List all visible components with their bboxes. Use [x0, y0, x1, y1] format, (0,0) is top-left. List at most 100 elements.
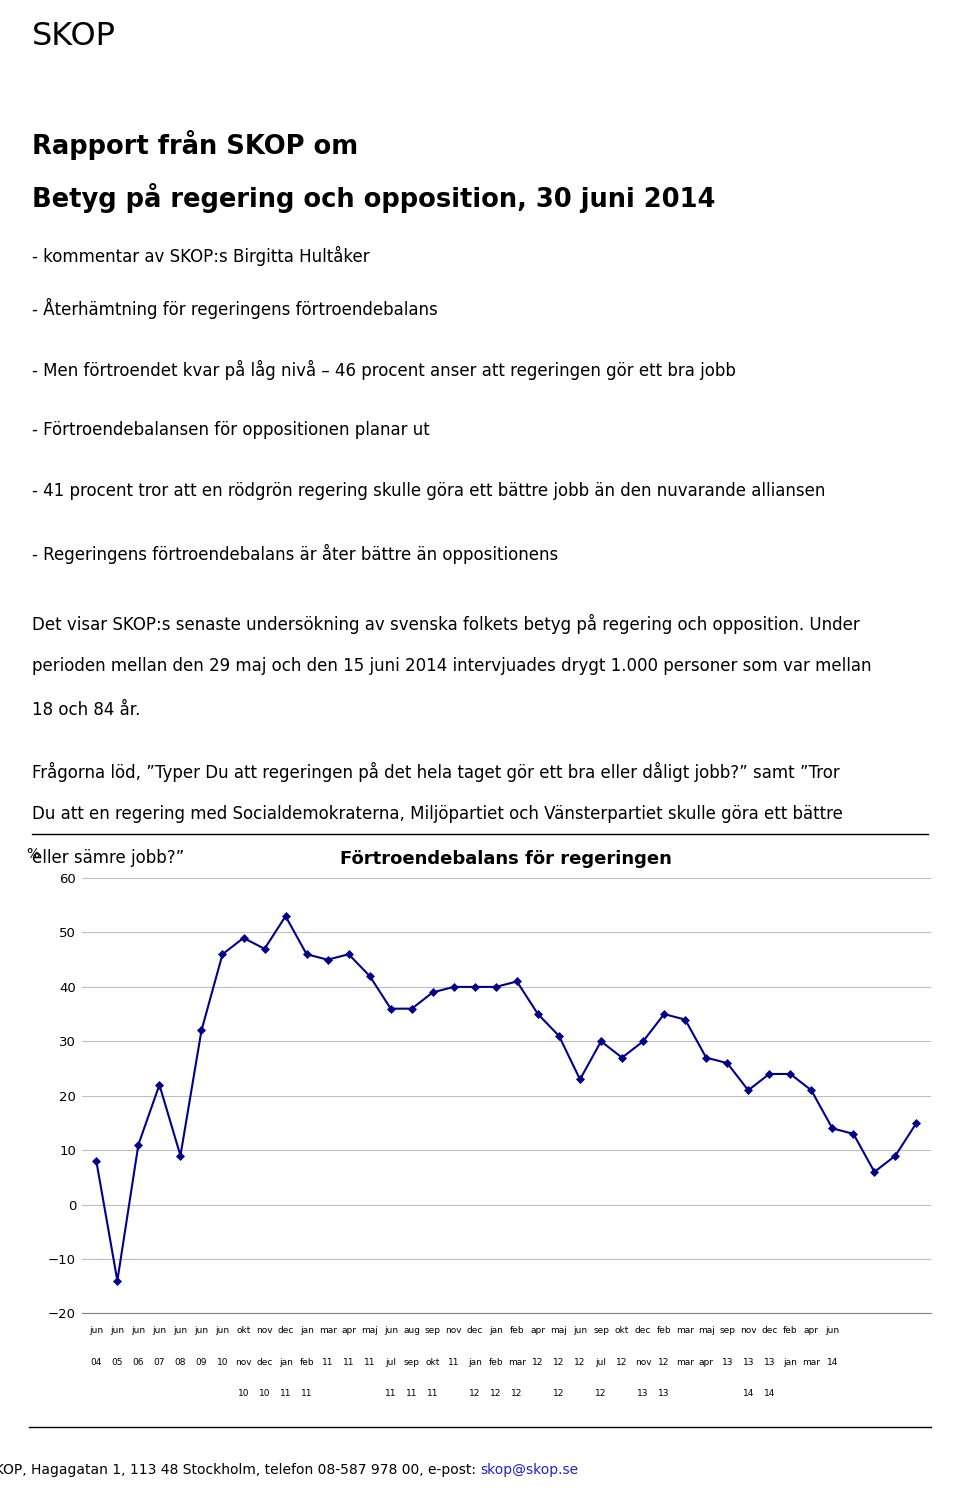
Text: 12: 12 [469, 1388, 481, 1397]
Text: apr: apr [804, 1327, 819, 1336]
Text: 10: 10 [217, 1357, 228, 1366]
Text: perioden mellan den 29 maj och den 15 juni 2014 intervjuades drygt 1.000 persone: perioden mellan den 29 maj och den 15 ju… [32, 657, 871, 675]
Text: SKOP: SKOP [32, 21, 116, 53]
Text: 09: 09 [196, 1357, 207, 1366]
Text: 12: 12 [616, 1357, 628, 1366]
Text: 11: 11 [364, 1357, 375, 1366]
Text: jun: jun [174, 1327, 187, 1336]
Text: feb: feb [300, 1357, 314, 1366]
Text: apr: apr [699, 1357, 713, 1366]
Text: okt: okt [236, 1327, 251, 1336]
Text: nov: nov [256, 1327, 273, 1336]
Text: nov: nov [635, 1357, 652, 1366]
Text: jan: jan [300, 1327, 314, 1336]
Text: 12: 12 [532, 1357, 543, 1366]
Text: %: % [26, 847, 39, 860]
Text: 11: 11 [385, 1388, 396, 1397]
Text: 06: 06 [132, 1357, 144, 1366]
Text: nov: nov [740, 1327, 756, 1336]
Text: - Regeringens förtroendebalans är åter bättre än oppositionens: - Regeringens förtroendebalans är åter b… [32, 543, 558, 564]
Text: okt: okt [614, 1327, 629, 1336]
Text: apr: apr [531, 1327, 545, 1336]
Text: jan: jan [783, 1357, 797, 1366]
Text: jan: jan [489, 1327, 503, 1336]
Text: 12: 12 [491, 1388, 501, 1397]
Text: Du att en regering med Socialdemokraterna, Miljöpartiet och Vänsterpartiet skull: Du att en regering med Socialdemokratern… [32, 805, 843, 823]
Text: 18 och 84 år.: 18 och 84 år. [32, 701, 140, 719]
Text: sep: sep [404, 1357, 420, 1366]
Text: 13: 13 [722, 1357, 733, 1366]
Text: jan: jan [278, 1357, 293, 1366]
Text: jun: jun [384, 1327, 397, 1336]
Text: 11: 11 [448, 1357, 460, 1366]
Text: 11: 11 [300, 1388, 312, 1397]
Text: 11: 11 [279, 1388, 291, 1397]
Text: mar: mar [508, 1357, 526, 1366]
Text: - 41 procent tror att en rödgrön regering skulle göra ett bättre jobb än den nuv: - 41 procent tror att en rödgrön regerin… [32, 482, 825, 500]
Text: 12: 12 [595, 1388, 607, 1397]
Text: dec: dec [635, 1327, 651, 1336]
Text: feb: feb [510, 1327, 524, 1336]
Text: 04: 04 [90, 1357, 102, 1366]
Text: 08: 08 [175, 1357, 186, 1366]
Text: jun: jun [573, 1327, 588, 1336]
Text: okt: okt [425, 1357, 440, 1366]
Text: jun: jun [215, 1327, 229, 1336]
Title: Förtroendebalans för regeringen: Förtroendebalans för regeringen [341, 850, 672, 868]
Text: nov: nov [235, 1357, 252, 1366]
Text: eller sämre jobb?”: eller sämre jobb?” [32, 850, 184, 868]
Text: sep: sep [593, 1327, 609, 1336]
Text: jun: jun [89, 1327, 104, 1336]
Text: 10: 10 [238, 1388, 250, 1397]
Text: Frågorna löd, ”Typer Du att regeringen på det hela taget gör ett bra eller dålig: Frågorna löd, ”Typer Du att regeringen p… [32, 761, 839, 782]
Text: maj: maj [698, 1327, 714, 1336]
Text: jun: jun [826, 1327, 839, 1336]
Text: 13: 13 [763, 1357, 775, 1366]
Text: SKOP, Hagagatan 1, 113 48 Stockholm, telefon 08-587 978 00, e-post:: SKOP, Hagagatan 1, 113 48 Stockholm, tel… [0, 1462, 480, 1477]
Text: jul: jul [595, 1357, 607, 1366]
Text: 11: 11 [406, 1388, 418, 1397]
Text: jul: jul [385, 1357, 396, 1366]
Text: 14: 14 [742, 1388, 754, 1397]
Text: feb: feb [783, 1327, 798, 1336]
Text: nov: nov [445, 1327, 462, 1336]
Text: jun: jun [153, 1327, 166, 1336]
Text: feb: feb [489, 1357, 503, 1366]
Text: jun: jun [110, 1327, 125, 1336]
Text: sep: sep [719, 1327, 735, 1336]
Text: 11: 11 [343, 1357, 354, 1366]
Text: 13: 13 [742, 1357, 754, 1366]
Text: aug: aug [403, 1327, 420, 1336]
Text: apr: apr [341, 1327, 356, 1336]
Text: - Förtroendebalansen för oppositionen planar ut: - Förtroendebalansen för oppositionen pl… [32, 422, 429, 440]
Text: 11: 11 [322, 1357, 333, 1366]
Text: - Återhämtning för regeringens förtroendebalans: - Återhämtning för regeringens förtroend… [32, 299, 438, 320]
Text: 12: 12 [553, 1357, 564, 1366]
Text: - kommentar av SKOP:s Birgitta Hultåker: - kommentar av SKOP:s Birgitta Hultåker [32, 246, 370, 266]
Text: 12: 12 [659, 1357, 670, 1366]
Text: dec: dec [277, 1327, 294, 1336]
Text: dec: dec [467, 1327, 483, 1336]
Text: jan: jan [468, 1357, 482, 1366]
Text: maj: maj [361, 1327, 378, 1336]
Text: 05: 05 [111, 1357, 123, 1366]
Text: mar: mar [676, 1357, 694, 1366]
Text: sep: sep [424, 1327, 441, 1336]
Text: skop@skop.se: skop@skop.se [480, 1462, 578, 1477]
Text: 12: 12 [553, 1388, 564, 1397]
Text: 07: 07 [154, 1357, 165, 1366]
Text: 13: 13 [659, 1388, 670, 1397]
Text: Det visar SKOP:s senaste undersökning av svenska folkets betyg på regering och o: Det visar SKOP:s senaste undersökning av… [32, 614, 859, 633]
Text: 14: 14 [827, 1357, 838, 1366]
Text: - Men förtroendet kvar på låg nivå – 46 procent anser att regeringen gör ett bra: - Men förtroendet kvar på låg nivå – 46 … [32, 360, 735, 380]
Text: maj: maj [550, 1327, 567, 1336]
Text: 12: 12 [512, 1388, 522, 1397]
Text: dec: dec [761, 1327, 778, 1336]
Text: mar: mar [319, 1327, 337, 1336]
Text: 11: 11 [427, 1388, 439, 1397]
Text: Betyg på regering och opposition, 30 juni 2014: Betyg på regering och opposition, 30 jun… [32, 183, 715, 213]
Text: mar: mar [803, 1357, 821, 1366]
Text: 12: 12 [574, 1357, 586, 1366]
Text: 13: 13 [637, 1388, 649, 1397]
Text: dec: dec [256, 1357, 273, 1366]
